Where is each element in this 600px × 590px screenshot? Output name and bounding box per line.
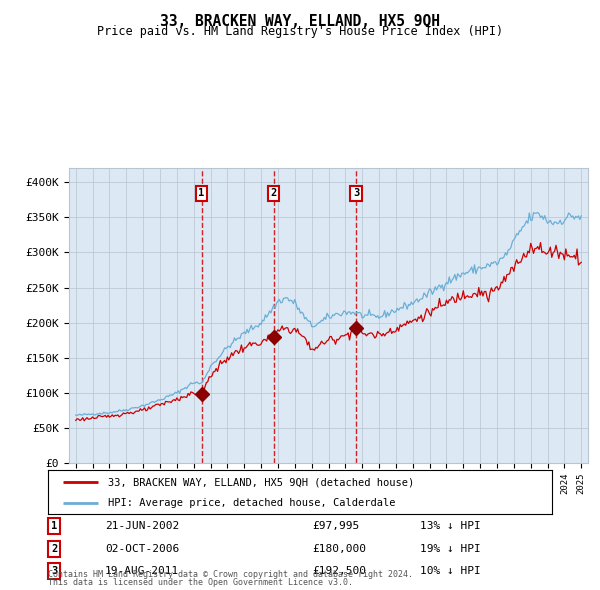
Text: 10% ↓ HPI: 10% ↓ HPI xyxy=(420,566,481,576)
Text: £97,995: £97,995 xyxy=(312,522,359,531)
Text: £192,500: £192,500 xyxy=(312,566,366,576)
Text: 1: 1 xyxy=(199,188,205,198)
Text: 13% ↓ HPI: 13% ↓ HPI xyxy=(420,522,481,531)
Text: Contains HM Land Registry data © Crown copyright and database right 2024.: Contains HM Land Registry data © Crown c… xyxy=(48,571,413,579)
Text: 02-OCT-2006: 02-OCT-2006 xyxy=(105,544,179,553)
Text: £180,000: £180,000 xyxy=(312,544,366,553)
Text: 19-AUG-2011: 19-AUG-2011 xyxy=(105,566,179,576)
Text: HPI: Average price, detached house, Calderdale: HPI: Average price, detached house, Cald… xyxy=(109,497,396,507)
Text: 1: 1 xyxy=(51,522,57,531)
Text: 3: 3 xyxy=(51,566,57,576)
Text: 3: 3 xyxy=(353,188,359,198)
Text: This data is licensed under the Open Government Licence v3.0.: This data is licensed under the Open Gov… xyxy=(48,578,353,587)
Text: 33, BRACKEN WAY, ELLAND, HX5 9QH (detached house): 33, BRACKEN WAY, ELLAND, HX5 9QH (detach… xyxy=(109,477,415,487)
Text: 2: 2 xyxy=(51,544,57,553)
Text: 2: 2 xyxy=(271,188,277,198)
Text: 19% ↓ HPI: 19% ↓ HPI xyxy=(420,544,481,553)
Text: Price paid vs. HM Land Registry's House Price Index (HPI): Price paid vs. HM Land Registry's House … xyxy=(97,25,503,38)
Text: 33, BRACKEN WAY, ELLAND, HX5 9QH: 33, BRACKEN WAY, ELLAND, HX5 9QH xyxy=(160,14,440,29)
Text: 21-JUN-2002: 21-JUN-2002 xyxy=(105,522,179,531)
